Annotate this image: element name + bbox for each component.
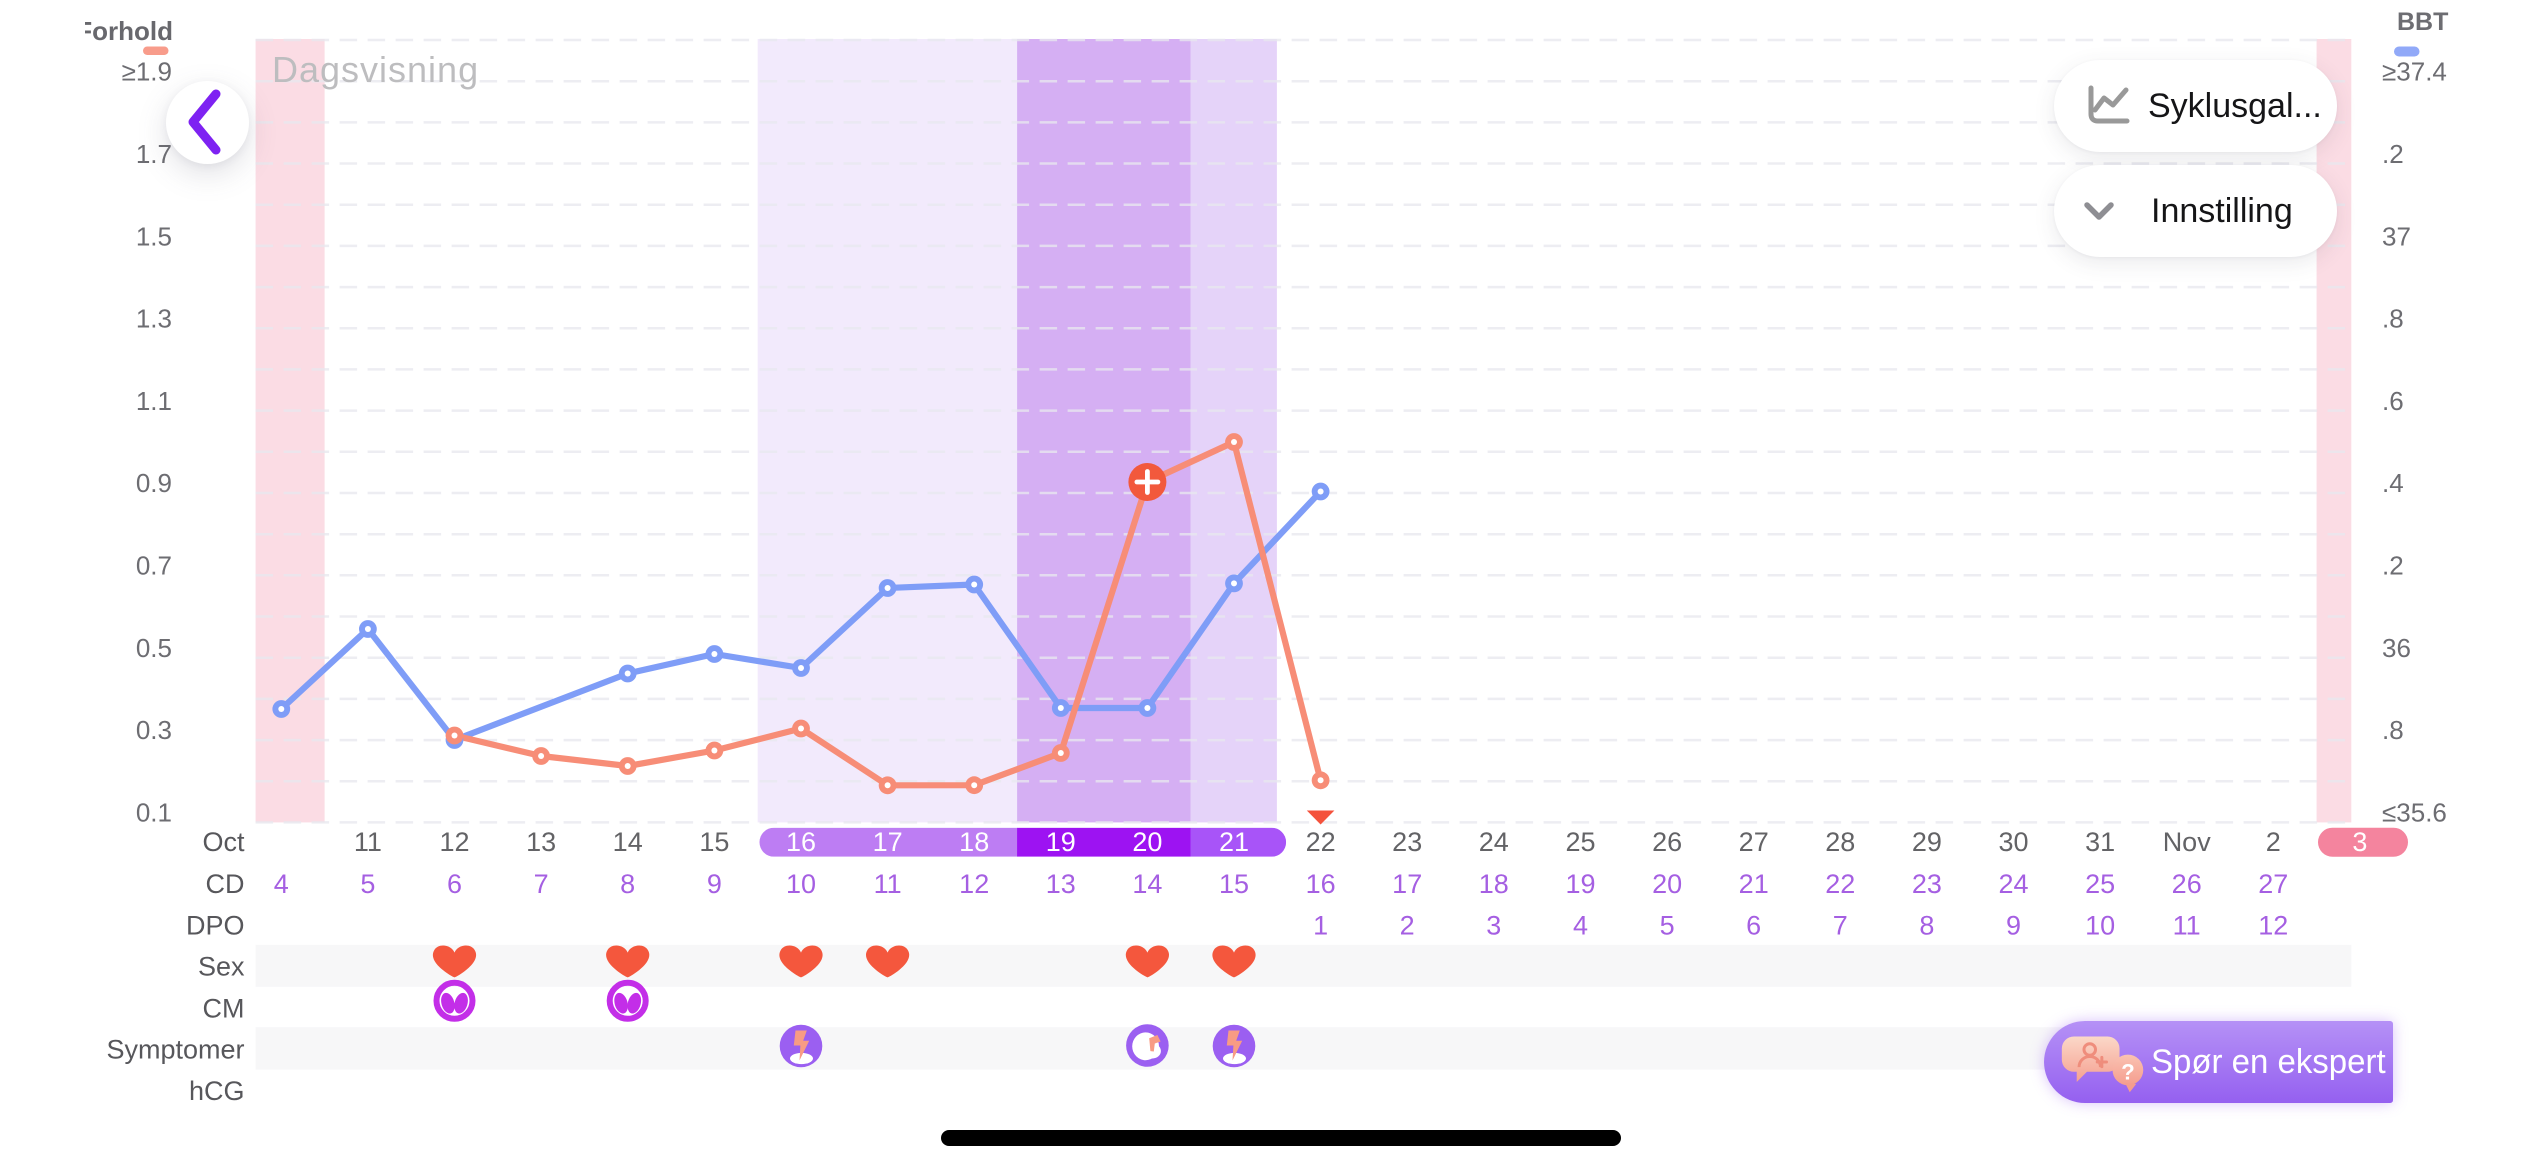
svg-text:4: 4 bbox=[274, 869, 289, 899]
svg-text:13: 13 bbox=[1046, 869, 1076, 899]
svg-text:0.9: 0.9 bbox=[136, 468, 172, 498]
svg-text:2: 2 bbox=[2266, 827, 2281, 857]
svg-text:21: 21 bbox=[1219, 827, 1249, 857]
svg-text:DPO: DPO bbox=[186, 911, 245, 941]
svg-text:9: 9 bbox=[2006, 911, 2021, 941]
svg-text:.2: .2 bbox=[2382, 551, 2404, 581]
svg-text:18: 18 bbox=[959, 827, 989, 857]
svg-text:1.1: 1.1 bbox=[136, 386, 172, 416]
svg-text:7: 7 bbox=[1833, 911, 1848, 941]
svg-text:0.1: 0.1 bbox=[136, 798, 172, 828]
svg-text:≥37.4: ≥37.4 bbox=[2382, 57, 2447, 87]
svg-text:28: 28 bbox=[1825, 827, 1855, 857]
svg-text:23: 23 bbox=[1912, 869, 1942, 899]
svg-text:22: 22 bbox=[1825, 869, 1855, 899]
svg-text:37: 37 bbox=[2382, 221, 2411, 251]
svg-text:21: 21 bbox=[1739, 869, 1769, 899]
svg-text:12: 12 bbox=[2258, 911, 2288, 941]
svg-text:14: 14 bbox=[613, 827, 643, 857]
svg-text:36: 36 bbox=[2382, 633, 2411, 663]
svg-text:11: 11 bbox=[2173, 911, 2201, 941]
svg-text:.8: .8 bbox=[2382, 715, 2404, 745]
svg-text:2: 2 bbox=[1400, 911, 1415, 941]
svg-text:1.7: 1.7 bbox=[136, 139, 172, 169]
svg-text:26: 26 bbox=[2172, 869, 2202, 899]
svg-text:27: 27 bbox=[2258, 869, 2288, 899]
svg-text:25: 25 bbox=[1565, 827, 1595, 857]
svg-text:9: 9 bbox=[707, 869, 722, 899]
svg-text:8: 8 bbox=[620, 869, 635, 899]
svg-text:CD: CD bbox=[206, 869, 245, 899]
svg-text:31: 31 bbox=[2085, 827, 2115, 857]
svg-text:20: 20 bbox=[1132, 827, 1162, 857]
svg-text:12: 12 bbox=[959, 869, 989, 899]
svg-text:27: 27 bbox=[1739, 827, 1769, 857]
svg-text:15: 15 bbox=[1219, 869, 1249, 899]
svg-text:16: 16 bbox=[1306, 869, 1336, 899]
svg-text:hCG: hCG bbox=[189, 1076, 245, 1106]
svg-text:≥1.9: ≥1.9 bbox=[122, 57, 172, 87]
svg-text:0.5: 0.5 bbox=[136, 633, 172, 663]
svg-text:3: 3 bbox=[1486, 911, 1501, 941]
svg-text:0.3: 0.3 bbox=[136, 715, 172, 745]
svg-text:5: 5 bbox=[360, 869, 375, 899]
svg-text:3: 3 bbox=[2352, 827, 2367, 857]
svg-text:17: 17 bbox=[1392, 869, 1422, 899]
svg-text:BBT: BBT bbox=[2397, 8, 2448, 36]
svg-text:5: 5 bbox=[1660, 911, 1675, 941]
svg-text:Sex: Sex bbox=[198, 952, 245, 982]
svg-text:17: 17 bbox=[873, 827, 903, 857]
svg-text:29: 29 bbox=[1912, 827, 1942, 857]
svg-text:24: 24 bbox=[1998, 869, 2028, 899]
svg-text:6: 6 bbox=[447, 869, 462, 899]
svg-text:Oct: Oct bbox=[202, 827, 245, 857]
svg-text:.6: .6 bbox=[2382, 386, 2404, 416]
svg-text:24: 24 bbox=[1479, 827, 1509, 857]
svg-text:≤35.6: ≤35.6 bbox=[2382, 798, 2447, 828]
svg-text:0.7: 0.7 bbox=[136, 551, 172, 581]
svg-text:1: 1 bbox=[1313, 911, 1328, 941]
svg-text:20: 20 bbox=[1652, 869, 1682, 899]
svg-text:26: 26 bbox=[1652, 827, 1682, 857]
svg-text:.8: .8 bbox=[2382, 304, 2404, 334]
svg-text:7: 7 bbox=[534, 869, 549, 899]
svg-text:19: 19 bbox=[1565, 869, 1595, 899]
svg-text:18: 18 bbox=[1479, 869, 1509, 899]
svg-text:8: 8 bbox=[1919, 911, 1934, 941]
svg-text:12: 12 bbox=[439, 827, 469, 857]
svg-text:?: ? bbox=[2121, 1059, 2135, 1084]
svg-text:1.3: 1.3 bbox=[136, 304, 172, 334]
svg-text:1.5: 1.5 bbox=[136, 221, 172, 251]
svg-text:11: 11 bbox=[874, 869, 902, 899]
svg-text:Nov: Nov bbox=[2163, 827, 2212, 857]
svg-text:11: 11 bbox=[354, 827, 382, 857]
svg-text:Symptomer: Symptomer bbox=[106, 1035, 244, 1065]
svg-text:14: 14 bbox=[1132, 869, 1162, 899]
svg-text:CM: CM bbox=[203, 994, 245, 1024]
svg-text:30: 30 bbox=[1998, 827, 2028, 857]
svg-text:25: 25 bbox=[2085, 869, 2115, 899]
svg-text:13: 13 bbox=[526, 827, 556, 857]
svg-text:6: 6 bbox=[1746, 911, 1761, 941]
svg-text:10: 10 bbox=[786, 869, 816, 899]
svg-text:23: 23 bbox=[1392, 827, 1422, 857]
svg-text:10: 10 bbox=[2085, 911, 2115, 941]
svg-text:.2: .2 bbox=[2382, 139, 2404, 169]
svg-text:22: 22 bbox=[1306, 827, 1336, 857]
svg-text:15: 15 bbox=[699, 827, 729, 857]
svg-text:16: 16 bbox=[786, 827, 816, 857]
svg-text:.4: .4 bbox=[2382, 468, 2404, 498]
svg-text:19: 19 bbox=[1046, 827, 1076, 857]
svg-text:4: 4 bbox=[1573, 911, 1588, 941]
